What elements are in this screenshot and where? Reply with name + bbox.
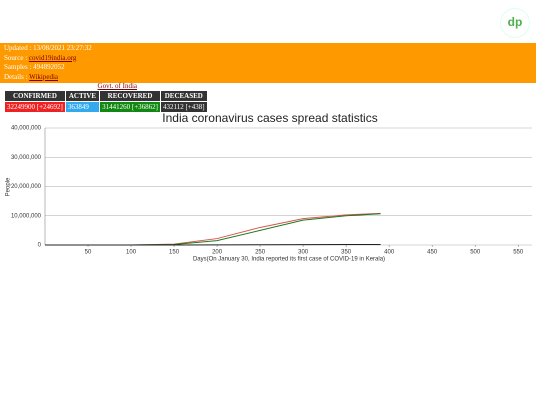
x-tick-label: 100 xyxy=(126,250,137,256)
header: DECEASED xyxy=(160,91,207,101)
updated: Updated : 13/08/2021 23:27:32 xyxy=(4,44,92,52)
x-tick-label: 200 xyxy=(212,250,223,256)
y-axis-label: People xyxy=(6,177,12,196)
series-line xyxy=(45,212,381,246)
x-tick-label: 550 xyxy=(513,250,524,256)
y-tick-label: 20,000,000 xyxy=(11,184,42,190)
x-tick-label: 300 xyxy=(298,250,309,256)
chart-title: India coronavirus cases spread statistic… xyxy=(162,111,377,125)
label: Details : xyxy=(4,72,30,81)
header: ACTIVE xyxy=(65,91,100,101)
x-tick-label: 450 xyxy=(427,250,438,256)
advisory: Health Advisory on COVID-19 : Govt. of I… xyxy=(4,82,536,92)
y-tick-label: 0 xyxy=(38,243,42,249)
link[interactable]: Govt. of India xyxy=(97,82,137,90)
x-tick-label: 350 xyxy=(341,250,352,256)
y-tick-label: 40,000,000 xyxy=(11,126,42,132)
source: Source : covid19india.org xyxy=(4,54,536,64)
header: CONFIRMED xyxy=(5,91,65,101)
x-tick-label: 150 xyxy=(169,250,180,256)
y-tick-label: 10,000,000 xyxy=(11,213,42,219)
cell: 32249900 [+24692] xyxy=(5,102,65,112)
info-panel: Updated : 13/08/2021 23:27:32 Source : c… xyxy=(0,43,536,90)
x-axis-label: Days(On January 30, India reported its f… xyxy=(193,257,385,263)
cell: 31441260 [+36862] xyxy=(100,102,160,112)
cell: 363849 xyxy=(65,102,100,112)
link[interactable]: Wikipedia xyxy=(29,72,59,81)
link[interactable]: covid19india.org xyxy=(28,53,77,62)
x-tick-label: 250 xyxy=(255,250,266,256)
logo[interactable]: dp xyxy=(500,8,530,38)
header: RECOVERED xyxy=(100,91,160,101)
y-tick-label: 30,000,000 xyxy=(11,155,42,161)
stats-table: CONFIRMED ACTIVE RECOVERED DECEASED 3224990… xyxy=(4,90,208,113)
x-tick-label: 400 xyxy=(384,250,395,256)
series-line xyxy=(45,213,381,246)
x-tick-label: 500 xyxy=(470,250,481,256)
samples: Samples : 494892052 xyxy=(4,63,65,71)
label: Health Advisory on COVID-19 : xyxy=(4,82,98,90)
cell: 432112 [+438] xyxy=(160,102,207,112)
x-tick-label: 50 xyxy=(85,250,92,256)
chart: India coronavirus cases spread statistic… xyxy=(6,111,532,263)
details: Details : Wikipedia xyxy=(4,73,536,83)
label: Source : xyxy=(4,53,29,62)
